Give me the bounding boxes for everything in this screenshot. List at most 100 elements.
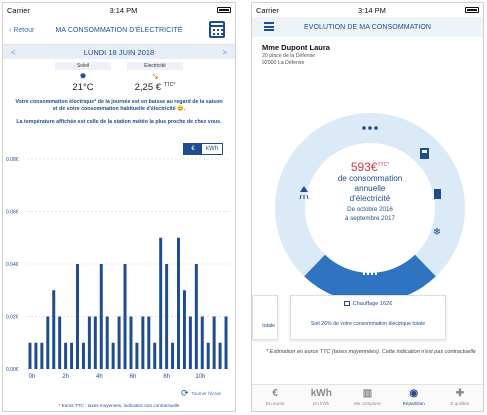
chart-bar[interactable] xyxy=(188,316,192,370)
plus-icon: ✚ xyxy=(455,388,465,399)
chart-bar[interactable] xyxy=(135,342,139,369)
chart-bar[interactable] xyxy=(46,316,50,370)
estimation-note: * Estimation en euros TTC (taxes moyenné… xyxy=(266,349,476,355)
back-label: Retour xyxy=(13,27,35,34)
x-tick-label: 8h xyxy=(163,374,170,380)
time-label: 3:14 PM xyxy=(109,5,138,15)
price-amount: 2,25 € xyxy=(134,82,162,94)
chart-bar[interactable] xyxy=(171,342,175,369)
chart-bar[interactable] xyxy=(177,237,180,369)
x-tick-label: 2h xyxy=(62,374,69,380)
battery-indicator xyxy=(216,7,231,13)
carrier-label: Carrier xyxy=(256,5,279,15)
chart-bar[interactable] xyxy=(159,237,163,369)
chart-bar[interactable] xyxy=(182,290,186,369)
y-tick-label: 0.02€ xyxy=(6,315,19,321)
tab-euros[interactable]: € En euros xyxy=(252,385,298,411)
chart-bar[interactable] xyxy=(105,316,109,370)
category-card-previous[interactable]: totale xyxy=(252,295,278,340)
compare-chart-icon: ▥ xyxy=(362,388,373,399)
chart-bar[interactable] xyxy=(200,316,204,370)
chart-bar[interactable] xyxy=(194,264,198,369)
nav-bar: ‹ Retour MA CONSOMMATION D'ÉLECTRICITÉ xyxy=(3,17,235,45)
kwh-icon: kWh xyxy=(310,388,332,399)
footnote: * Euros TTC : taxes moyennes, indication… xyxy=(58,403,180,408)
card-text: Soit 26% de votre consommation électriqu… xyxy=(310,321,426,327)
dots-icon[interactable] xyxy=(362,126,378,130)
chart-bar[interactable] xyxy=(141,316,145,370)
x-tick-label: 10h xyxy=(195,374,205,380)
chart-bar[interactable] xyxy=(206,342,210,369)
unit-toggle: € kWh xyxy=(183,143,223,155)
chart-bar[interactable] xyxy=(64,342,68,369)
tab-balance[interactable]: ✚ É quilibre xyxy=(437,385,483,411)
chart-bar[interactable] xyxy=(81,342,85,369)
pie-icon: ◉ xyxy=(409,388,419,399)
chart-bar[interactable] xyxy=(70,342,74,369)
battery-icon xyxy=(464,7,479,13)
page-title: EVOLUTION DE MA CONSOMMATION xyxy=(303,23,432,31)
period-end: à septembre 2017 xyxy=(345,215,395,223)
rotate-label: Tourner l'écran xyxy=(191,391,222,396)
consumption-donut[interactable]: ❄ xyxy=(272,110,468,306)
chart-bar[interactable] xyxy=(165,264,169,369)
next-day-button[interactable]: > xyxy=(222,47,227,57)
chart-bar[interactable] xyxy=(212,316,216,370)
arrow-down-right-icon: ↘ xyxy=(151,71,159,81)
shower-icon[interactable] xyxy=(299,186,309,200)
customer-address-2: 92000 La Défense xyxy=(262,60,305,66)
chart-bar[interactable] xyxy=(224,316,228,370)
date-label: LUNDI 18 JUIN 2018 xyxy=(83,47,155,57)
tab-compare[interactable]: ▥ Me comparer xyxy=(344,385,390,411)
x-tick-label: 0h xyxy=(29,374,36,380)
category-card-heating[interactable]: Chauffage 162€ Soit 26% de votre consomm… xyxy=(290,295,446,340)
y-tick-label: 0.04€ xyxy=(6,262,19,268)
rotate-screen-button[interactable]: ⟳ Tourner l'écran xyxy=(181,388,221,399)
chart-bar[interactable] xyxy=(117,316,121,370)
chart-bar[interactable] xyxy=(76,264,79,369)
washing-machine-icon[interactable] xyxy=(434,189,441,199)
chart-bar[interactable] xyxy=(218,342,222,369)
menu-icon[interactable] xyxy=(264,22,274,31)
snowflake-icon[interactable]: ❄ xyxy=(433,227,441,238)
chart-bar[interactable] xyxy=(34,342,38,369)
chart-bar[interactable] xyxy=(28,342,32,369)
tab-label: Répartition xyxy=(402,401,425,406)
nav-bar: EVOLUTION DE MA CONSOMMATION xyxy=(252,17,483,37)
chart-bar[interactable] xyxy=(111,342,115,369)
back-button[interactable]: ‹ Retour xyxy=(9,27,34,34)
prev-day-button[interactable]: < xyxy=(11,47,16,57)
consumption-message: Votre consommation électrique* de la jou… xyxy=(15,99,223,113)
chart-bar[interactable] xyxy=(129,316,133,370)
heating-segment[interactable] xyxy=(304,254,436,303)
price-value: 2,25 € TTC* xyxy=(127,82,183,93)
chart-bar[interactable] xyxy=(52,290,56,369)
amount-value: 593€ xyxy=(350,160,378,174)
kwh-toggle-button[interactable]: kWh xyxy=(206,146,218,152)
calendar-icon[interactable] xyxy=(209,21,225,38)
customer-name: Mme Dupont Laura xyxy=(262,43,330,52)
electricity-label: Electricité xyxy=(127,62,183,70)
tab-kwh[interactable]: kWh En kWh xyxy=(298,385,344,411)
x-tick-label: 4h xyxy=(96,374,103,380)
chart-bar[interactable] xyxy=(123,264,127,369)
chart-bar[interactable] xyxy=(87,316,91,370)
electricity-block: Electricité ↘ 2,25 € TTC* xyxy=(127,62,183,93)
radiator-icon[interactable] xyxy=(363,266,377,275)
chart-bar[interactable] xyxy=(153,342,157,369)
donut-line-1: de consommation xyxy=(337,174,403,183)
sun-icon: ✹ xyxy=(79,71,87,81)
price-sup: TTC* xyxy=(163,82,176,88)
customer-info: Mme Dupont Laura 20 place de la Défense … xyxy=(252,37,483,66)
chart-bar[interactable] xyxy=(93,316,97,370)
sun-label: Soleil xyxy=(55,62,111,70)
rotate-icon: ⟳ xyxy=(181,388,189,398)
chart-bar[interactable] xyxy=(58,316,62,370)
time-label: 3:14 PM xyxy=(357,5,386,15)
chart-bar[interactable] xyxy=(99,264,103,369)
tab-breakdown[interactable]: ◉ Répartition xyxy=(391,385,437,411)
euro-toggle-button[interactable]: € xyxy=(184,144,202,154)
fridge-icon[interactable] xyxy=(420,148,429,159)
chart-bar[interactable] xyxy=(40,342,44,369)
chart-bar[interactable] xyxy=(147,316,151,370)
